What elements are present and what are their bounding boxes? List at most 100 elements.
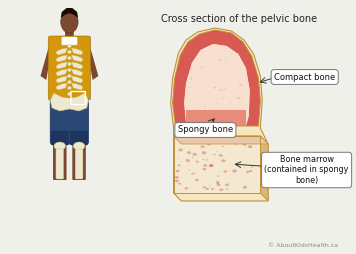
Ellipse shape bbox=[61, 11, 78, 33]
Ellipse shape bbox=[219, 188, 223, 191]
Polygon shape bbox=[56, 48, 68, 55]
Ellipse shape bbox=[176, 170, 180, 172]
Ellipse shape bbox=[224, 141, 226, 143]
Ellipse shape bbox=[214, 87, 216, 89]
Ellipse shape bbox=[201, 67, 203, 68]
Ellipse shape bbox=[190, 77, 193, 80]
Polygon shape bbox=[186, 110, 246, 126]
Polygon shape bbox=[71, 69, 83, 76]
FancyBboxPatch shape bbox=[62, 37, 77, 45]
FancyBboxPatch shape bbox=[56, 149, 64, 179]
Ellipse shape bbox=[219, 154, 223, 157]
Text: Spongy bone: Spongy bone bbox=[178, 125, 233, 135]
Ellipse shape bbox=[216, 181, 220, 183]
Ellipse shape bbox=[189, 170, 190, 171]
Ellipse shape bbox=[243, 186, 247, 189]
Polygon shape bbox=[56, 62, 68, 69]
Ellipse shape bbox=[200, 145, 205, 148]
Ellipse shape bbox=[206, 73, 208, 74]
FancyBboxPatch shape bbox=[75, 149, 83, 179]
Ellipse shape bbox=[217, 175, 219, 177]
Ellipse shape bbox=[203, 164, 207, 167]
Ellipse shape bbox=[68, 50, 71, 54]
PathPatch shape bbox=[173, 30, 260, 126]
Ellipse shape bbox=[193, 153, 197, 156]
Ellipse shape bbox=[216, 151, 218, 152]
Ellipse shape bbox=[187, 151, 191, 154]
Ellipse shape bbox=[178, 183, 181, 185]
Polygon shape bbox=[56, 55, 68, 62]
FancyBboxPatch shape bbox=[53, 143, 67, 180]
Ellipse shape bbox=[248, 145, 252, 148]
Ellipse shape bbox=[224, 88, 226, 89]
Ellipse shape bbox=[205, 188, 209, 190]
Polygon shape bbox=[71, 62, 83, 69]
Ellipse shape bbox=[68, 74, 71, 78]
FancyBboxPatch shape bbox=[65, 31, 74, 40]
Ellipse shape bbox=[192, 157, 194, 158]
FancyBboxPatch shape bbox=[70, 131, 88, 145]
Polygon shape bbox=[50, 93, 89, 111]
Ellipse shape bbox=[185, 159, 190, 162]
Ellipse shape bbox=[202, 151, 206, 154]
Ellipse shape bbox=[203, 186, 206, 188]
Ellipse shape bbox=[68, 80, 71, 84]
Ellipse shape bbox=[203, 168, 206, 170]
Polygon shape bbox=[41, 42, 52, 80]
Ellipse shape bbox=[209, 185, 211, 187]
Ellipse shape bbox=[189, 87, 191, 88]
Ellipse shape bbox=[230, 102, 232, 103]
Ellipse shape bbox=[249, 170, 252, 172]
Ellipse shape bbox=[175, 180, 179, 182]
Ellipse shape bbox=[189, 58, 190, 60]
Ellipse shape bbox=[216, 183, 219, 184]
Ellipse shape bbox=[217, 183, 221, 186]
Ellipse shape bbox=[178, 148, 183, 151]
Ellipse shape bbox=[68, 86, 71, 90]
Polygon shape bbox=[71, 55, 83, 62]
FancyBboxPatch shape bbox=[72, 143, 86, 180]
Ellipse shape bbox=[216, 103, 218, 104]
Polygon shape bbox=[184, 44, 250, 126]
Polygon shape bbox=[61, 8, 78, 18]
Ellipse shape bbox=[209, 164, 214, 167]
Ellipse shape bbox=[178, 157, 179, 158]
Ellipse shape bbox=[204, 105, 206, 107]
Polygon shape bbox=[56, 76, 68, 83]
Ellipse shape bbox=[246, 172, 248, 173]
Polygon shape bbox=[71, 83, 83, 90]
Text: Bone marrow
(contained in spongy
bone): Bone marrow (contained in spongy bone) bbox=[265, 155, 349, 185]
Text: Compact bone: Compact bone bbox=[274, 72, 335, 82]
Ellipse shape bbox=[175, 176, 179, 179]
Text: © AboutKidsHealth.ca: © AboutKidsHealth.ca bbox=[268, 243, 339, 248]
Ellipse shape bbox=[206, 159, 208, 161]
Ellipse shape bbox=[243, 144, 246, 146]
Ellipse shape bbox=[239, 84, 242, 86]
FancyBboxPatch shape bbox=[50, 98, 89, 144]
Ellipse shape bbox=[232, 170, 237, 173]
Ellipse shape bbox=[68, 44, 71, 48]
Ellipse shape bbox=[235, 142, 238, 145]
Polygon shape bbox=[71, 76, 83, 83]
Ellipse shape bbox=[238, 97, 241, 99]
Ellipse shape bbox=[251, 167, 253, 168]
Ellipse shape bbox=[54, 142, 66, 150]
Ellipse shape bbox=[221, 159, 226, 162]
Ellipse shape bbox=[202, 159, 204, 160]
Polygon shape bbox=[87, 42, 98, 80]
Ellipse shape bbox=[225, 58, 227, 60]
Ellipse shape bbox=[73, 142, 85, 150]
Ellipse shape bbox=[68, 68, 71, 72]
Ellipse shape bbox=[209, 164, 213, 167]
Ellipse shape bbox=[188, 161, 190, 162]
Ellipse shape bbox=[233, 94, 234, 95]
FancyBboxPatch shape bbox=[48, 36, 91, 100]
Polygon shape bbox=[260, 136, 268, 201]
Polygon shape bbox=[174, 136, 260, 193]
Ellipse shape bbox=[213, 154, 215, 155]
Ellipse shape bbox=[226, 189, 228, 190]
Ellipse shape bbox=[195, 179, 199, 181]
Ellipse shape bbox=[68, 62, 71, 66]
Ellipse shape bbox=[225, 183, 229, 186]
Polygon shape bbox=[174, 136, 268, 144]
